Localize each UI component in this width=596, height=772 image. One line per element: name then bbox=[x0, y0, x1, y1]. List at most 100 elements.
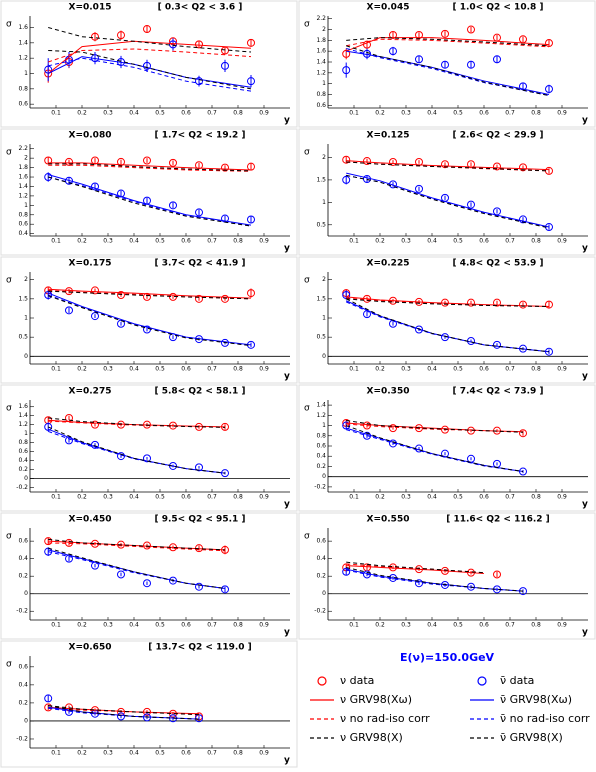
x-axis-label: y bbox=[284, 756, 290, 766]
y-axis-label: σ bbox=[6, 660, 12, 670]
data-point bbox=[143, 454, 151, 463]
x-tick-label: 0.5 bbox=[453, 366, 463, 373]
x-tick-label: 0.2 bbox=[375, 494, 385, 501]
x-tick-label: 0.6 bbox=[181, 110, 191, 117]
x-tick-label: 0.9 bbox=[259, 494, 269, 501]
x-tick-label: 0.5 bbox=[155, 750, 165, 757]
x-axis-label: y bbox=[284, 628, 290, 638]
panel-frame bbox=[298, 0, 596, 128]
y-tick-label: 1.6 bbox=[316, 48, 326, 55]
data-point bbox=[389, 424, 397, 433]
y-tick-label: 0.8 bbox=[18, 211, 28, 218]
y-axis-label: σ bbox=[6, 276, 12, 286]
data-point bbox=[195, 40, 203, 49]
curve bbox=[345, 298, 550, 353]
data-point bbox=[247, 215, 255, 224]
y-axis-label: σ bbox=[6, 404, 12, 414]
x-tick-label: 0.7 bbox=[505, 494, 515, 501]
y-tick-label: 0.5 bbox=[18, 334, 28, 341]
curve bbox=[346, 38, 550, 48]
panel-subtitle: [ 1.7< Q2 < 19.2 ] bbox=[154, 131, 245, 141]
x-tick-label: 0.3 bbox=[401, 494, 411, 501]
x-tick-label: 0.7 bbox=[505, 622, 515, 629]
x-tick-label: 0.3 bbox=[103, 238, 113, 245]
y-tick-label: 0.4 bbox=[18, 681, 28, 688]
x-tick-label: 0.7 bbox=[207, 622, 217, 629]
data-point bbox=[467, 200, 475, 209]
data-point bbox=[247, 162, 255, 171]
data-point bbox=[195, 714, 203, 723]
panel-subtitle: [ 5.8< Q2 < 58.1 ] bbox=[154, 387, 245, 397]
legend-label: ν̄ no rad-iso corr bbox=[500, 712, 590, 725]
legend-label: ν̄ GRV98(Xω) bbox=[500, 693, 572, 706]
panel-subtitle: [ 2.6< Q2 < 29.9 ] bbox=[452, 131, 543, 141]
curve bbox=[48, 162, 252, 171]
data-point bbox=[467, 60, 475, 69]
data-point bbox=[493, 162, 501, 171]
x-tick-label: 0.5 bbox=[453, 110, 463, 117]
data-point bbox=[91, 440, 99, 449]
panel-title: X=0.550 bbox=[367, 515, 410, 525]
x-tick-label: 0.2 bbox=[375, 622, 385, 629]
data-point bbox=[247, 289, 255, 298]
curve bbox=[48, 417, 226, 428]
x-tick-label: 0.2 bbox=[77, 110, 87, 117]
panel-title: X=0.350 bbox=[367, 387, 410, 397]
curve bbox=[48, 176, 252, 227]
x-tick-label: 0.2 bbox=[77, 622, 87, 629]
y-tick-label: 2.2 bbox=[316, 15, 326, 22]
data-point bbox=[342, 175, 351, 184]
data-point bbox=[441, 29, 449, 38]
curve bbox=[346, 161, 550, 172]
y-tick-label: 2 bbox=[322, 26, 326, 33]
y-axis-label: σ bbox=[304, 148, 310, 158]
curve bbox=[48, 27, 252, 53]
data-point bbox=[91, 156, 99, 165]
y-tick-label: 0.5 bbox=[316, 334, 326, 341]
x-tick-label: 0.8 bbox=[531, 366, 541, 373]
y-tick-label: 0.5 bbox=[316, 221, 326, 228]
data-point bbox=[143, 61, 151, 70]
y-tick-label: 2 bbox=[322, 276, 326, 283]
y-tick-label: 0.6 bbox=[18, 101, 28, 108]
y-axis-label: σ bbox=[304, 532, 310, 542]
y-tick-label: -0.2 bbox=[16, 484, 28, 491]
y-tick-label: 0.4 bbox=[18, 457, 28, 464]
y-tick-label: -0.2 bbox=[16, 735, 28, 742]
curve bbox=[48, 57, 252, 92]
x-tick-label: 0.8 bbox=[531, 622, 541, 629]
x-tick-label: 0.3 bbox=[401, 622, 411, 629]
curve bbox=[346, 174, 550, 229]
panel-title: X=0.175 bbox=[69, 259, 112, 269]
data-point bbox=[342, 155, 351, 164]
legend-label: ν no rad-iso corr bbox=[340, 712, 430, 725]
panel-subtitle: [ 3.7< Q2 < 41.9 ] bbox=[154, 259, 245, 269]
x-tick-label: 0.8 bbox=[531, 494, 541, 501]
x-tick-label: 0.2 bbox=[77, 494, 87, 501]
data-point bbox=[117, 712, 125, 721]
y-tick-label: 0.6 bbox=[18, 538, 28, 545]
x-tick-label: 0.8 bbox=[233, 750, 243, 757]
data-point bbox=[91, 312, 99, 321]
panel-frame bbox=[298, 512, 596, 640]
curve bbox=[346, 569, 524, 592]
y-tick-label: 1 bbox=[322, 199, 326, 206]
data-point bbox=[519, 429, 527, 438]
x-tick-label: 0.8 bbox=[233, 494, 243, 501]
y-tick-label: 1.2 bbox=[316, 69, 326, 76]
y-tick-label: 1.5 bbox=[18, 295, 28, 302]
data-point bbox=[441, 449, 449, 458]
curve bbox=[48, 538, 226, 551]
y-tick-label: 0.4 bbox=[18, 555, 28, 562]
data-point bbox=[65, 306, 73, 315]
data-point bbox=[519, 300, 527, 309]
x-tick-label: 0.7 bbox=[505, 366, 515, 373]
data-point bbox=[389, 30, 397, 39]
panel-frame bbox=[0, 128, 298, 256]
panel-title: X=0.450 bbox=[69, 515, 112, 525]
data-point bbox=[415, 184, 423, 193]
y-tick-label: 0.8 bbox=[18, 85, 28, 92]
x-tick-label: 0.7 bbox=[207, 494, 217, 501]
y-tick-label: 1 bbox=[24, 202, 28, 209]
